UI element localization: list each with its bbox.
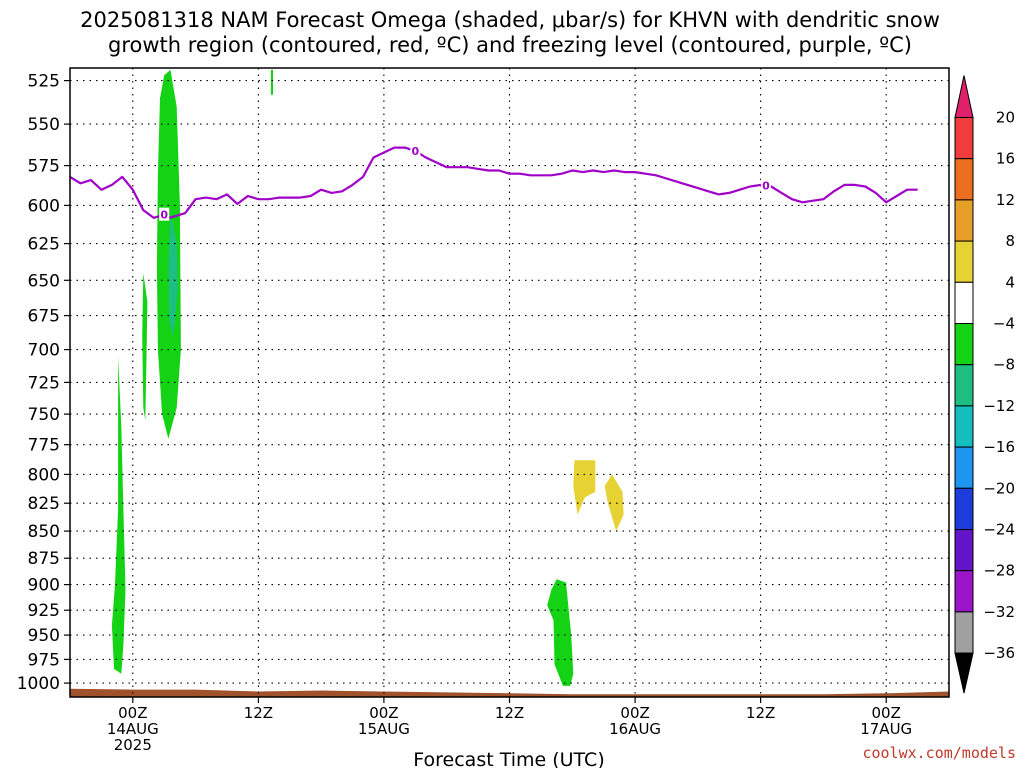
colorbar-label-10: −24 [983,521,1015,539]
x-tick-label-66-0: 12Z [746,704,775,722]
freezing-label-1: 0 [411,145,419,158]
colorbar-label-9: −20 [983,479,1015,497]
omega-green-blob-16aug [547,579,574,686]
colorbar-label-1: 16 [996,150,1015,168]
y-tick-label-575: 575 [28,157,60,177]
omega-green-sliver [142,273,148,421]
ground-fill [70,688,949,697]
colorbar-label-2: 12 [996,191,1015,209]
colorbar-label-12: −32 [983,603,1015,621]
y-axis: 525 550 575 600 625 650 675 700 725 750 775 800 825 8… [17,72,70,694]
freezing-label-2: 0 [762,180,770,193]
y-tick-label-650: 650 [28,271,60,291]
colorbar-bin-6 [954,323,974,366]
plot-background [70,68,949,697]
y-tick-label-875: 875 [28,549,60,569]
colorbar-label-8: −16 [983,438,1015,456]
colorbar-bin-4 [954,240,974,283]
colorbar-label-4: 4 [1005,273,1015,291]
plot-area [70,68,949,697]
colorbar-label-3: 8 [1005,232,1015,250]
colorbar-label-13: −36 [983,644,1015,662]
y-tick-label-950: 950 [28,626,60,646]
freezing-label-0: 0 [160,209,168,222]
colorbar-label-6: −8 [993,356,1015,374]
colorbar-bottom-arrow [954,652,974,694]
x-tick-label-6-1: 14AUG [107,720,159,738]
colorbar-top-arrow [954,75,974,118]
omega-green-plume-low [111,356,126,674]
chart-title-line1: 2025081318 NAM Forecast Omega (shaded, μ… [80,8,940,32]
x-tick-label-42-0: 12Z [495,704,524,722]
y-tick-label-625: 625 [28,235,60,255]
y-tick-label-975: 975 [28,650,60,670]
colorbar-bin-11 [954,529,974,572]
x-tick-label-54-0: 00Z [620,704,649,722]
colorbar-label-0: 20 [996,109,1015,127]
colorbar-bin-7 [954,364,974,407]
x-tick-label-30-1: 15AUG [358,720,410,738]
ground-surface [70,688,949,697]
y-tick-label-525: 525 [28,72,60,92]
x-tick-label-54-1: 16AUG [609,720,661,738]
y-tick-label-825: 825 [28,494,60,514]
colorbar-bin-8 [954,405,974,448]
x-tick-label-6-2: 2025 [114,736,152,754]
y-tick-label-900: 900 [28,576,60,596]
colorbar-bin-12 [954,570,974,613]
x-tick-label-18-0: 12Z [244,704,273,722]
omega-yellow-blob-a [573,460,596,515]
y-tick-label-725: 725 [28,373,60,393]
colorbar-bin-2 [954,158,974,201]
y-tick-label-850: 850 [28,522,60,542]
y-tick-label-925: 925 [28,601,60,621]
omega-yellow-blob-b [604,474,624,532]
colorbar-label-11: −28 [983,562,1015,580]
colorbar-bin-1 [954,117,974,160]
colorbar-bin-9 [954,446,974,489]
y-tick-label-600: 600 [28,196,60,216]
omega-shading [111,69,624,686]
y-tick-label-550: 550 [28,115,60,135]
freezing-level-contour: 0 0 0 [69,143,918,222]
freezing-label-bg [159,207,170,221]
colorbar-label-7: −12 [983,397,1015,415]
x-tick-label-30-0: 00Z [369,704,398,722]
colorbar-bin-13 [954,611,974,654]
freezing-label-bg [760,178,771,192]
x-tick-label-6-0: 00Z [118,704,147,722]
y-tick-label-775: 775 [28,436,60,456]
y-tick-label-675: 675 [28,307,60,327]
omega-green-top-speck [270,69,273,95]
chart-title-line2: growth region (contoured, red, ºC) and f… [108,33,912,57]
x-tick-label-78-1: 17AUG [860,720,912,738]
y-tick-label-800: 800 [28,465,60,485]
colorbar-label-5: −4 [993,315,1015,333]
colorbar-bin-10 [954,487,974,530]
plot-frame [69,67,950,698]
colorbar-bin-3 [954,199,974,242]
watermark: coolwx.com/models [862,744,1016,762]
colorbar-bin-5 [954,281,974,324]
freezing-level-line [69,146,918,219]
x-axis-label: Forecast Time (UTC) [413,749,604,768]
y-tick-label-1000: 1000 [17,674,60,694]
y-tick-label-750: 750 [28,405,60,425]
colorbar: 20 16 12 8 4 −4 −8 −12 −16 −20 −24 −28 −32 −36 [954,75,1015,694]
x-tick-label-78-0: 00Z [872,704,901,722]
freezing-label-bg [410,143,421,157]
y-tick-label-700: 700 [28,341,60,361]
